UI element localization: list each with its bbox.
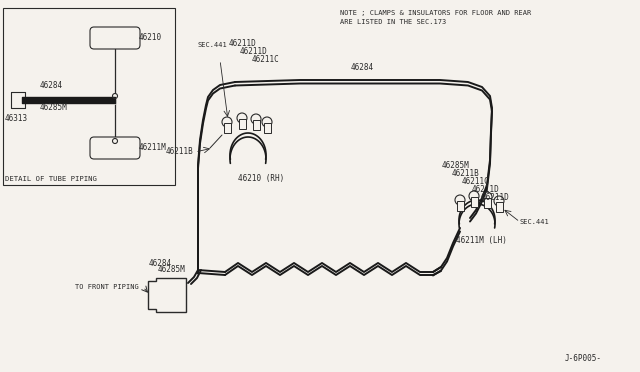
Bar <box>223 123 230 133</box>
Bar <box>456 201 463 211</box>
Text: 46211M: 46211M <box>139 144 167 153</box>
Text: 46211C: 46211C <box>462 176 490 186</box>
Text: 46285M: 46285M <box>442 160 470 170</box>
Text: TO FRONT PIPING: TO FRONT PIPING <box>75 284 139 290</box>
Text: 46210 (RH): 46210 (RH) <box>238 173 284 183</box>
Text: 46211B: 46211B <box>165 148 193 157</box>
Text: 46284: 46284 <box>148 259 172 268</box>
Text: 46313: 46313 <box>5 114 28 123</box>
Text: 46211C: 46211C <box>252 55 280 64</box>
Bar <box>470 197 477 207</box>
Polygon shape <box>148 278 186 312</box>
Text: 46284: 46284 <box>351 63 374 72</box>
Text: 46285M: 46285M <box>158 265 186 274</box>
Text: 46285M: 46285M <box>40 103 68 112</box>
Bar <box>483 198 490 208</box>
Text: SEC.441: SEC.441 <box>197 42 227 48</box>
Text: 46210: 46210 <box>139 33 162 42</box>
Text: 46211M (LH): 46211M (LH) <box>456 235 507 244</box>
Text: 46211D: 46211D <box>482 192 509 202</box>
Text: DETAIL OF TUBE PIPING: DETAIL OF TUBE PIPING <box>5 176 97 182</box>
FancyBboxPatch shape <box>90 137 140 159</box>
Text: SEC.441: SEC.441 <box>519 219 548 225</box>
Bar <box>3 8 175 185</box>
Text: 46284: 46284 <box>40 81 63 90</box>
Text: 46211D: 46211D <box>229 39 257 48</box>
FancyBboxPatch shape <box>90 27 140 49</box>
Bar <box>264 123 271 133</box>
Bar <box>239 119 246 129</box>
Text: 46211D: 46211D <box>240 48 268 57</box>
Bar <box>495 202 502 212</box>
Text: 46211B: 46211B <box>452 169 480 177</box>
Text: NOTE ; CLAMPS & INSULATORS FOR FLOOR AND REAR: NOTE ; CLAMPS & INSULATORS FOR FLOOR AND… <box>340 10 531 16</box>
Text: 46211D: 46211D <box>472 185 500 193</box>
Text: ARE LISTED IN THE SEC.173: ARE LISTED IN THE SEC.173 <box>340 19 446 25</box>
Bar <box>253 120 259 130</box>
Text: J-6P005-: J-6P005- <box>565 354 602 363</box>
